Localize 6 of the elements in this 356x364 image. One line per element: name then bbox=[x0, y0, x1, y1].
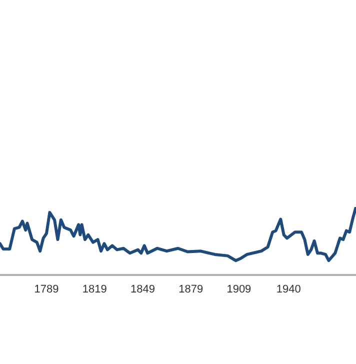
x-tick-label: 1819 bbox=[82, 283, 107, 296]
x-tick-label: 1940 bbox=[276, 283, 301, 296]
x-tick-label: 1879 bbox=[178, 283, 204, 296]
x-tick-label: 1849 bbox=[130, 283, 155, 296]
x-tick-label: 1909 bbox=[226, 283, 252, 296]
x-tick-label: 1789 bbox=[34, 283, 59, 296]
